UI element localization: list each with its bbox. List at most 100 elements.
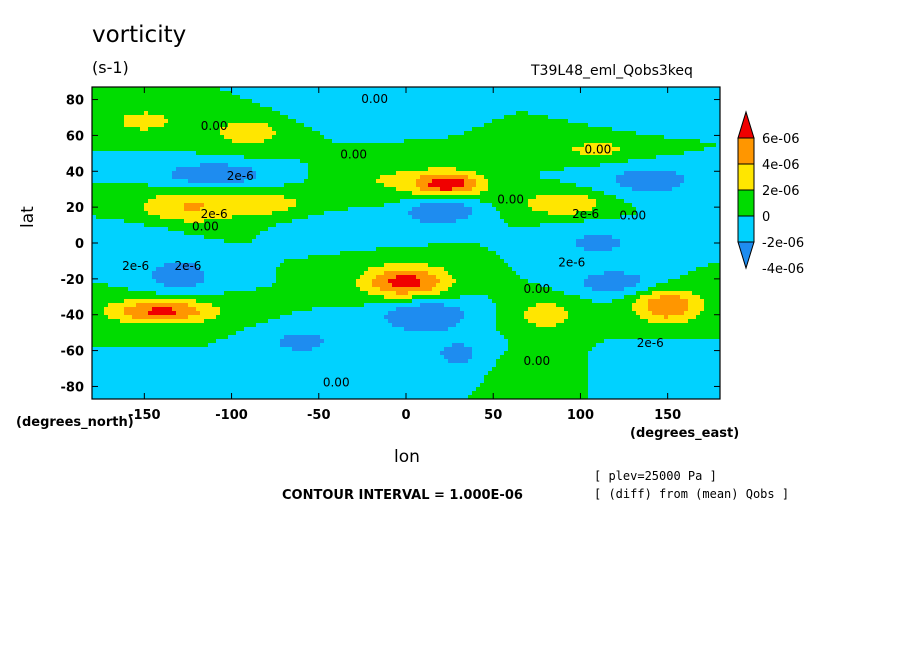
field-cell <box>620 179 625 184</box>
field-cell <box>292 211 297 216</box>
field-cell <box>340 91 345 96</box>
field-cell <box>268 191 273 196</box>
field-cell <box>528 175 533 180</box>
field-cell <box>520 115 525 120</box>
field-cell <box>696 187 701 192</box>
field-cell <box>224 139 229 144</box>
field-cell <box>540 159 545 164</box>
field-cell <box>316 131 321 136</box>
field-cell <box>452 203 457 208</box>
field-cell <box>644 171 649 176</box>
field-cell <box>640 167 645 172</box>
field-cell <box>648 119 653 124</box>
field-cell <box>172 167 177 172</box>
field-cell <box>700 203 705 208</box>
field-cell <box>580 107 585 112</box>
field-cell <box>252 95 257 100</box>
field-cell <box>544 167 549 172</box>
field-cell <box>260 147 265 152</box>
field-cell <box>684 175 689 180</box>
field-cell <box>608 207 613 212</box>
field-cell <box>148 87 153 92</box>
field-cell <box>276 147 281 152</box>
field-cell <box>428 171 433 176</box>
field-cell <box>656 143 661 148</box>
field-cell <box>260 123 265 128</box>
field-cell <box>528 191 533 196</box>
field-cell <box>372 175 377 180</box>
field-cell <box>188 143 193 148</box>
field-cell <box>456 147 461 152</box>
field-cell <box>220 155 225 160</box>
field-cell <box>668 187 673 192</box>
field-cell <box>644 103 649 108</box>
field-cell <box>504 183 509 188</box>
field-cell <box>456 99 461 104</box>
field-cell <box>128 195 133 200</box>
field-cell <box>264 119 269 124</box>
field-cell <box>204 171 209 176</box>
field-cell <box>300 191 305 196</box>
field-cell <box>680 139 685 144</box>
field-cell <box>236 159 241 164</box>
field-cell <box>648 147 653 152</box>
field-cell <box>200 199 205 204</box>
field-cell <box>344 171 349 176</box>
field-cell <box>352 191 357 196</box>
field-cell <box>468 175 473 180</box>
field-cell <box>648 195 653 200</box>
field-cell <box>116 175 121 180</box>
field-cell <box>652 107 657 112</box>
field-cell <box>364 175 369 180</box>
field-cell <box>600 95 605 100</box>
field-cell <box>240 179 245 184</box>
field-cell <box>684 135 689 140</box>
field-cell <box>464 91 469 96</box>
field-cell <box>596 187 601 192</box>
field-cell <box>456 143 461 148</box>
field-cell <box>548 207 553 212</box>
field-cell <box>120 127 125 132</box>
field-cell <box>616 143 621 148</box>
field-cell <box>660 95 665 100</box>
field-cell <box>128 163 133 168</box>
field-cell <box>484 91 489 96</box>
field-cell <box>464 115 469 120</box>
field-cell <box>532 207 537 212</box>
field-cell <box>384 163 389 168</box>
field-cell <box>156 107 161 112</box>
field-cell <box>152 191 157 196</box>
field-cell <box>100 163 105 168</box>
field-cell <box>616 99 621 104</box>
field-cell <box>628 207 633 212</box>
field-cell <box>692 179 697 184</box>
field-cell <box>532 195 537 200</box>
field-cell <box>348 199 353 204</box>
field-cell <box>400 195 405 200</box>
field-cell <box>164 135 169 140</box>
field-cell <box>136 175 141 180</box>
field-cell <box>664 111 669 116</box>
field-cell <box>420 175 425 180</box>
field-cell <box>440 147 445 152</box>
field-cell <box>684 163 689 168</box>
field-cell <box>268 103 273 108</box>
field-cell <box>632 175 637 180</box>
field-cell <box>232 99 237 104</box>
field-cell <box>280 171 285 176</box>
field-cell <box>188 99 193 104</box>
field-cell <box>564 151 569 156</box>
field-cell <box>456 87 461 92</box>
field-cell <box>164 207 169 212</box>
field-cell <box>472 127 477 132</box>
field-cell <box>464 147 469 152</box>
field-cell <box>616 203 621 208</box>
field-cell <box>416 139 421 144</box>
field-cell <box>364 207 369 212</box>
field-cell <box>164 171 169 176</box>
field-cell <box>144 191 149 196</box>
field-cell <box>624 91 629 96</box>
field-cell <box>540 155 545 160</box>
field-cell <box>556 151 561 156</box>
field-cell <box>612 159 617 164</box>
